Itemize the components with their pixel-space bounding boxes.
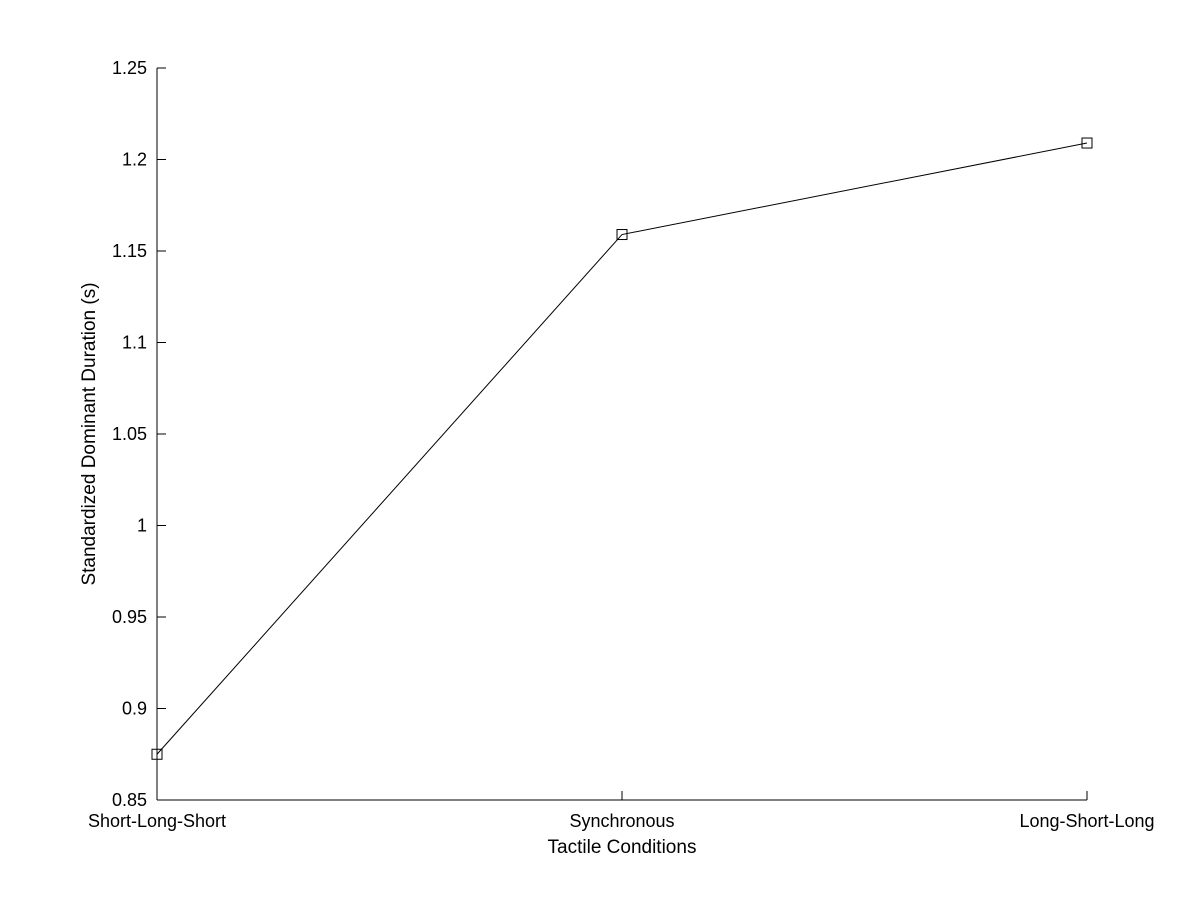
axes <box>156 68 1087 801</box>
y-axis-title: Standardized Dominant Duration (s) <box>79 282 100 585</box>
ticks: 0.85 0.9 0.95 1 1.05 1.1 1.15 1.2 1.25 Short-Long… <box>88 58 1155 831</box>
x-tick-label: Long-Short-Long <box>1019 811 1154 831</box>
y-tick-label: 1.15 <box>112 241 147 261</box>
data-point-marker <box>616 229 628 241</box>
series-line <box>156 142 1088 755</box>
x-tick-label: Synchronous <box>569 811 674 831</box>
series-group <box>151 137 1093 760</box>
data-point-marker <box>151 748 163 760</box>
y-tick-label: 1 <box>137 516 147 536</box>
y-tick-label: 0.95 <box>112 607 147 627</box>
y-tick-label: 0.9 <box>122 699 147 719</box>
y-tick-label: 1.25 <box>112 58 147 78</box>
y-tick-label: 1.1 <box>122 333 147 353</box>
y-tick-label: 1.2 <box>122 150 147 170</box>
data-point-marker <box>1081 137 1093 149</box>
x-axis-title: Tactile Conditions <box>548 837 697 858</box>
y-tick-label: 0.85 <box>112 790 147 810</box>
x-tick-label: Short-Long-Short <box>88 811 226 831</box>
y-tick-label: 1.05 <box>112 424 147 444</box>
